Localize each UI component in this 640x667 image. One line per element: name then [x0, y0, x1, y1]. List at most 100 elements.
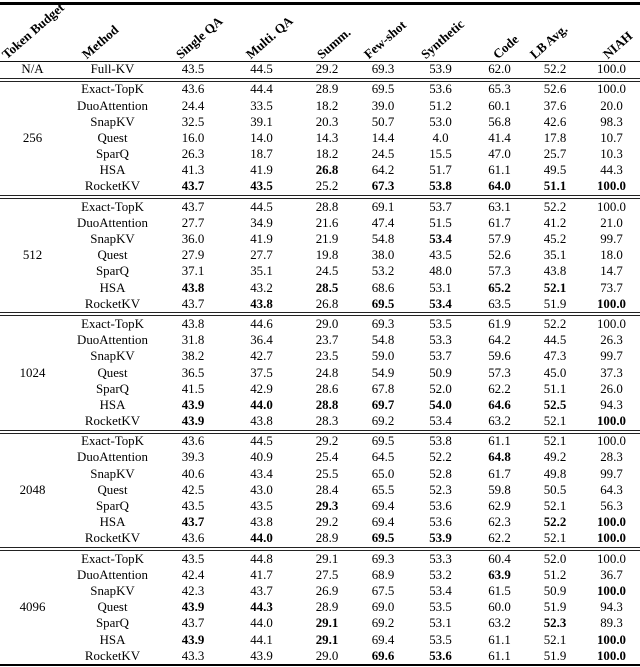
value-cell-niah: 100.0 — [596, 583, 626, 598]
value-cell-single-qa: 42.4 — [181, 567, 205, 582]
method-cell-sparq: SparQ — [96, 499, 129, 514]
value-cell-single-qa: 43.9 — [181, 600, 205, 615]
value-cell-code: 60.1 — [488, 98, 511, 113]
table-row: Exact-TopK 43.6 44.4 28.9 69.5 53.6 65.3 52.6 10… — [0, 80, 640, 98]
value-cell-synthetic: 48.0 — [429, 264, 452, 279]
budget-group-n-a: N/A Full-KV 43.5 44.5 29.2 69.3 53.9 62.0 52.2 10… — [0, 61, 640, 80]
value-cell-single-qa: 43.6 — [181, 434, 205, 449]
value-cell-single-qa: 27.7 — [181, 215, 205, 230]
value-cell-synthetic: 43.5 — [429, 248, 452, 263]
budget-cell — [0, 632, 65, 648]
value-cell-single-qa: 31.8 — [181, 333, 205, 348]
value-cell-single-qa: 39.3 — [181, 450, 205, 465]
value-cell-single-qa: 43.7 — [181, 199, 205, 214]
value-cell-niah: 99.7 — [600, 232, 623, 247]
method-cell-quest: Quest — [97, 130, 128, 145]
value-cell-synthetic: 53.4 — [429, 296, 452, 311]
value-cell-code: 64.8 — [488, 450, 511, 465]
table-row: DuoAttention 27.7 34.9 21.6 47.4 51.5 61.7 41.2… — [0, 215, 640, 231]
value-cell-lb-avg: 45.0 — [543, 365, 567, 380]
value-cell-niah: 20.0 — [600, 98, 623, 113]
value-cell-summ: 25.2 — [315, 179, 339, 194]
budget-cell — [0, 567, 65, 583]
value-cell-code: 62.2 — [488, 381, 511, 396]
budget-cell — [0, 80, 65, 98]
table-row: RocketKV 43.6 44.0 28.9 69.5 53.9 62.2 52.1 100.… — [0, 531, 640, 549]
value-cell-few-shot: 54.8 — [371, 232, 395, 247]
value-cell-synthetic: 53.6 — [429, 499, 452, 514]
value-cell-multi-qa: 33.5 — [250, 98, 273, 113]
value-cell-code: 56.8 — [488, 114, 511, 129]
value-cell-summ: 18.2 — [315, 98, 339, 113]
value-cell-niah: 14.7 — [600, 264, 623, 279]
value-cell-synthetic: 53.8 — [429, 179, 452, 194]
value-cell-multi-qa: 43.7 — [250, 583, 273, 598]
method-cell-duoattention: DuoAttention — [77, 450, 148, 465]
value-cell-summ: 24.5 — [315, 264, 339, 279]
value-cell-synthetic: 52.3 — [429, 482, 452, 497]
table-row: Exact-TopK 43.5 44.8 29.1 69.3 53.3 60.4 52.0 10… — [0, 549, 640, 567]
value-cell-niah: 44.3 — [600, 163, 623, 178]
value-cell-niah: 100.0 — [596, 434, 626, 449]
method-cell-duoattention: DuoAttention — [77, 333, 148, 348]
table-row: 4096 Quest 43.9 44.3 28.9 69.0 53.5 60.0 51.9 94.… — [0, 600, 640, 616]
budget-cell — [0, 264, 65, 280]
value-cell-few-shot: 69.2 — [371, 616, 395, 631]
value-cell-few-shot: 69.3 — [371, 62, 395, 77]
value-cell-multi-qa: 37.5 — [250, 365, 273, 380]
value-cell-few-shot: 69.3 — [371, 316, 395, 331]
value-cell-multi-qa: 44.3 — [250, 600, 273, 615]
budget-cell — [0, 280, 65, 296]
value-cell-few-shot: 39.0 — [371, 98, 395, 113]
value-cell-single-qa: 43.8 — [181, 316, 205, 331]
value-cell-few-shot: 69.5 — [371, 434, 395, 449]
value-cell-single-qa: 43.6 — [181, 82, 205, 97]
value-cell-code: 64.2 — [488, 333, 511, 348]
value-cell-lb-avg: 52.2 — [543, 62, 567, 77]
budget-cell — [0, 616, 65, 632]
value-cell-single-qa: 40.6 — [181, 466, 205, 481]
value-cell-niah: 64.3 — [600, 482, 623, 497]
method-cell-sparq: SparQ — [96, 147, 129, 162]
value-cell-niah: 37.3 — [600, 365, 623, 380]
budget-cell — [0, 413, 65, 431]
value-cell-synthetic: 53.5 — [429, 316, 452, 331]
method-cell-quest: Quest — [97, 600, 128, 615]
value-cell-multi-qa: 44.1 — [250, 632, 273, 647]
table-row: DuoAttention 24.4 33.5 18.2 39.0 51.2 60.1 37.6… — [0, 98, 640, 114]
value-cell-code: 59.6 — [488, 349, 511, 364]
method-cell-hsa: HSA — [99, 632, 126, 647]
table-row: SnapKV 36.0 41.9 21.9 54.8 53.4 57.9 45.2 99.7 — [0, 231, 640, 247]
value-cell-lb-avg: 52.1 — [543, 531, 567, 546]
value-cell-summ: 25.5 — [315, 466, 339, 481]
table-row: RocketKV 43.3 43.9 29.0 69.6 53.6 61.1 51.9 100.… — [0, 648, 640, 665]
budget-cell — [0, 163, 65, 179]
value-cell-synthetic: 15.5 — [429, 147, 452, 162]
method-cell-quest: Quest — [97, 248, 128, 263]
value-cell-niah: 98.3 — [600, 114, 623, 129]
table-row: SparQ 43.7 44.0 29.1 69.2 53.1 63.2 52.3 89.3 — [0, 616, 640, 632]
value-cell-code: 61.1 — [488, 632, 511, 647]
value-cell-multi-qa: 42.7 — [250, 349, 273, 364]
budget-cell — [0, 648, 65, 665]
table-row: SparQ 41.5 42.9 28.6 67.8 52.0 62.2 51.1 26.0 — [0, 381, 640, 397]
budget-cell — [0, 314, 65, 332]
value-cell-summ: 28.9 — [315, 531, 339, 546]
value-cell-niah: 28.3 — [600, 450, 623, 465]
column-header-method: Method — [78, 21, 122, 62]
column-header-niah: NIAH — [599, 27, 636, 62]
value-cell-code: 65.3 — [488, 82, 511, 97]
value-cell-niah: 100.0 — [596, 632, 626, 647]
value-cell-single-qa: 36.5 — [181, 365, 205, 380]
value-cell-few-shot: 69.0 — [371, 600, 395, 615]
value-cell-multi-qa: 43.8 — [250, 296, 273, 311]
table-row: HSA 43.9 44.0 28.8 69.7 54.0 64.6 52.5 94.3 — [0, 397, 640, 413]
budget-group-1024: Exact-TopK 43.8 44.6 29.0 69.3 53.5 61.9 52.2 10… — [0, 314, 640, 431]
value-cell-niah: 99.7 — [600, 466, 623, 481]
value-cell-code: 60.4 — [488, 551, 511, 566]
method-cell-exact-topk: Exact-TopK — [81, 82, 144, 97]
value-cell-multi-qa: 44.6 — [250, 316, 273, 331]
table-row: SparQ 37.1 35.1 24.5 53.2 48.0 57.3 43.8 14.7 — [0, 264, 640, 280]
value-cell-summ: 28.5 — [315, 280, 339, 295]
